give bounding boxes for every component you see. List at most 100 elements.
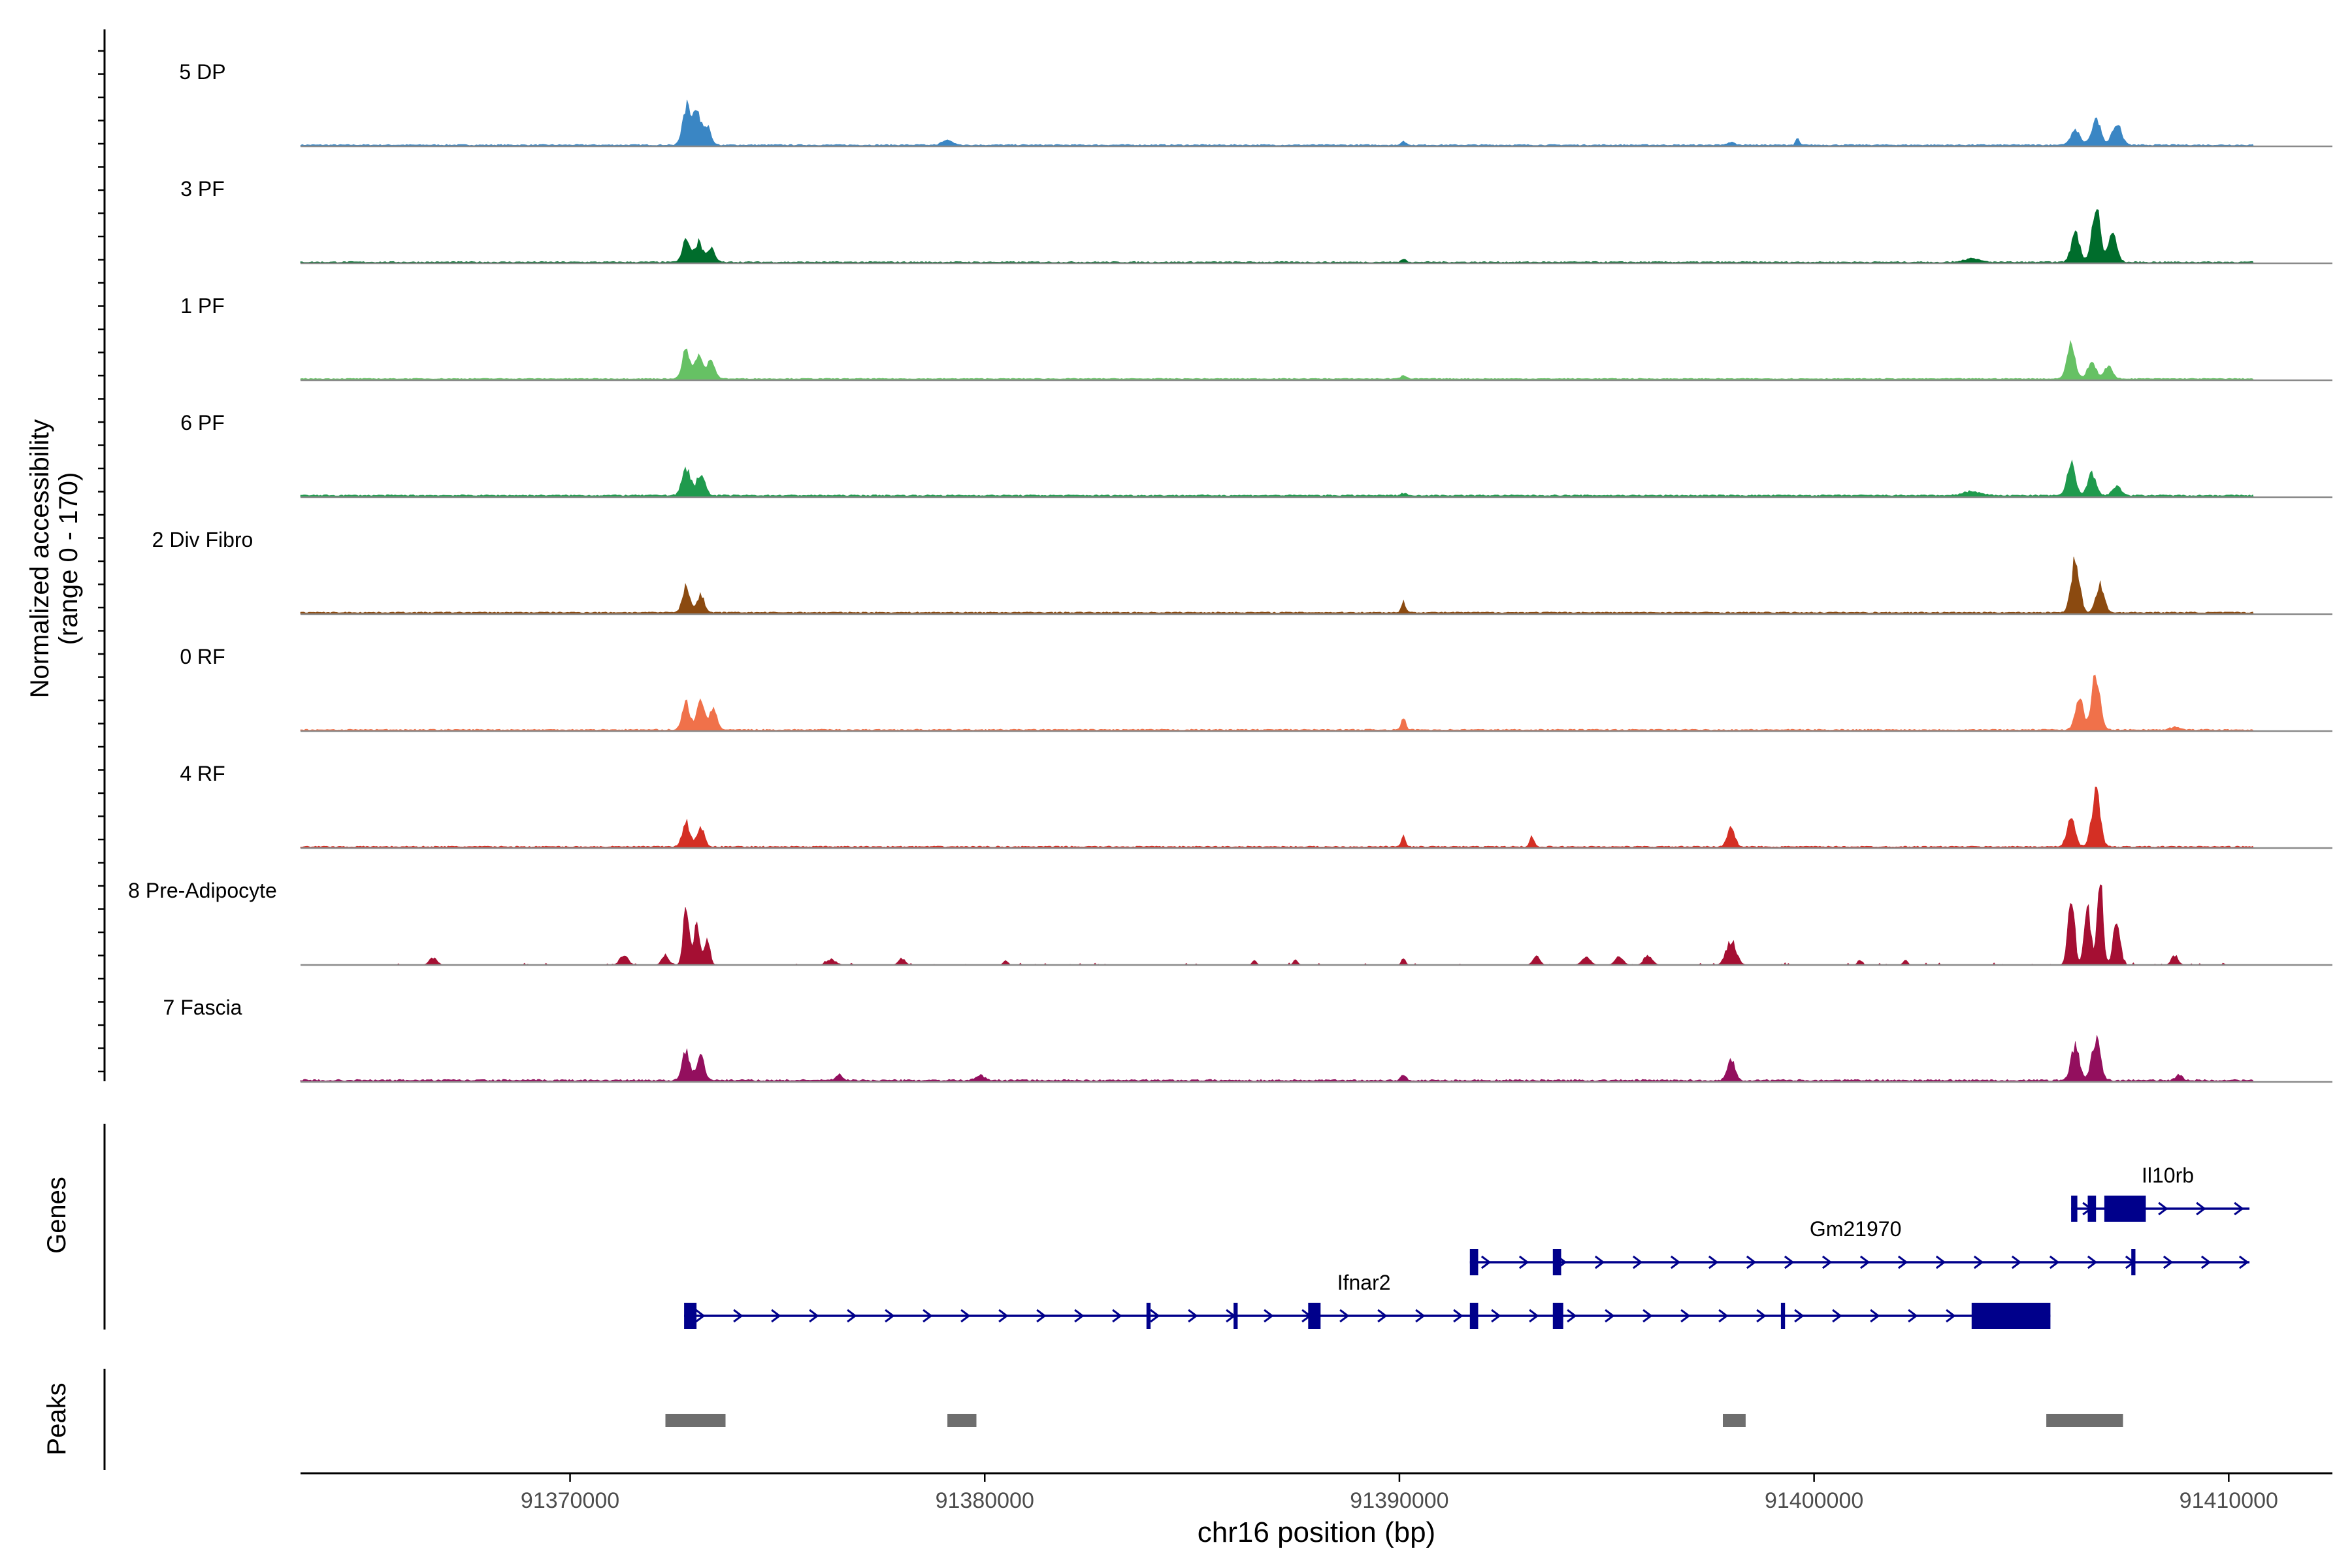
gene-label: Gm21970 [1810,1217,1902,1241]
track-label: 0 RF [180,645,225,668]
strand-arrow [923,1309,933,1323]
genes-track-label: Genes [42,1177,71,1254]
strand-arrow [960,1309,971,1323]
strand-arrow [1794,1309,1805,1323]
strand-arrow [1377,1309,1388,1323]
track-label: 8 Pre-Adipocyte [128,879,277,902]
exon [1469,1303,1478,1329]
strand-arrow [1188,1309,1198,1323]
strand-arrow [1832,1309,1842,1323]
strand-arrow [1718,1309,1729,1323]
strand-arrow [885,1309,895,1323]
strand-arrow [998,1309,1009,1323]
gene-label: Il10rb [2142,1164,2194,1187]
strand-arrow [1415,1309,1426,1323]
strand-arrow [733,1309,743,1323]
track-label: 4 RF [180,762,225,785]
track-7-fascia: 7 Fascia [163,996,2332,1083]
track-4-rf: 4 RF [180,762,2332,849]
strand-arrow [809,1309,819,1323]
strand-arrow [1339,1309,1350,1323]
coverage-area [300,674,2254,732]
strand-arrow [1036,1309,1047,1323]
strand-arrow [1112,1309,1122,1323]
coverage-area [300,787,2254,849]
strand-arrow [1264,1309,1274,1323]
strand-arrow [1935,1255,1946,1269]
strand-arrow [1708,1255,1719,1269]
strand-arrow [1074,1309,1085,1323]
gene-ifnar2: Ifnar2 [684,1271,2051,1329]
track-label: 7 Fascia [163,996,242,1019]
strand-arrow [2238,1255,2249,1269]
y-axis-range: (range 0 - 170) [54,472,83,645]
exon [1971,1303,2051,1329]
exon [2104,1196,2146,1222]
x-axis: 91370000 91380000 91390000 91400000 91410000 [301,1472,2332,1513]
exon [2087,1196,2097,1222]
x-tick-label: 91400000 [1765,1488,1863,1513]
strand-arrow [1897,1255,1908,1269]
gene-label: Ifnar2 [1337,1271,1391,1294]
strand-arrow [1453,1309,1463,1323]
gene-track: Il10rb Gm21970 Ifnar2 [684,1164,2250,1329]
track-3-pf: 3 PF [180,177,2332,265]
strand-arrow [2163,1255,2174,1269]
strand-arrow [2087,1255,2098,1269]
strand-arrow [1908,1309,1918,1323]
coverage-area [300,1035,2254,1083]
strand-arrow [2234,1201,2244,1216]
coverage-area [300,209,2254,264]
exon [1552,1249,1561,1275]
strand-arrow [1480,1255,1492,1269]
strand-arrow [695,1309,706,1323]
exon [1233,1303,1238,1329]
strand-arrow [2011,1255,2022,1269]
exon [1469,1249,1478,1275]
track-label: 5 DP [179,60,225,84]
strand-arrow [771,1309,781,1323]
strand-arrow [1518,1255,1529,1269]
strand-arrow [1821,1255,1833,1269]
y-axis-title: Normalized accessibility [25,419,54,698]
strand-arrow [1784,1255,1795,1269]
strand-arrow [1756,1309,1767,1323]
coverage-area [300,459,2254,498]
exon [1552,1303,1563,1329]
strand-arrow [1680,1309,1691,1323]
x-tick-label: 91380000 [936,1488,1034,1513]
exon [1146,1303,1151,1329]
track-6-pf: 6 PF [180,411,2332,498]
x-tick-label: 91390000 [1350,1488,1448,1513]
gene-il10rb: Il10rb [2071,1164,2250,1222]
strand-arrow [847,1309,857,1323]
accessibility-y-axis [98,29,106,1081]
peak-track [665,1414,2123,1427]
strand-arrow [1973,1255,1984,1269]
track-1-pf: 1 PF [180,294,2332,382]
strand-arrow [1670,1255,1681,1269]
x-tick-label: 91410000 [2180,1488,2278,1513]
x-axis-title: chr16 position (bp) [1198,1516,1435,1548]
exon [2131,1249,2136,1275]
x-tick-label: 91370000 [521,1488,619,1513]
strand-arrow [1859,1255,1870,1269]
strand-arrow [2200,1255,2212,1269]
peak-region [947,1414,977,1427]
exon [684,1303,697,1329]
exon [2071,1196,2078,1222]
strand-arrow [2049,1255,2060,1269]
strand-arrow [1594,1255,1605,1269]
peak-region [665,1414,726,1427]
strand-arrow [1870,1309,1880,1323]
gene-gm21970: Gm21970 [1469,1217,2250,1275]
strand-arrow [1642,1309,1653,1323]
track-label: 2 Div Fibro [152,528,253,551]
coverage-area [300,340,2254,381]
track-8-pre-adipocyte: 8 Pre-Adipocyte [128,879,2332,966]
track-label: 3 PF [180,177,225,201]
exon [1308,1303,1321,1329]
peaks-track-label: Peaks [42,1382,71,1455]
